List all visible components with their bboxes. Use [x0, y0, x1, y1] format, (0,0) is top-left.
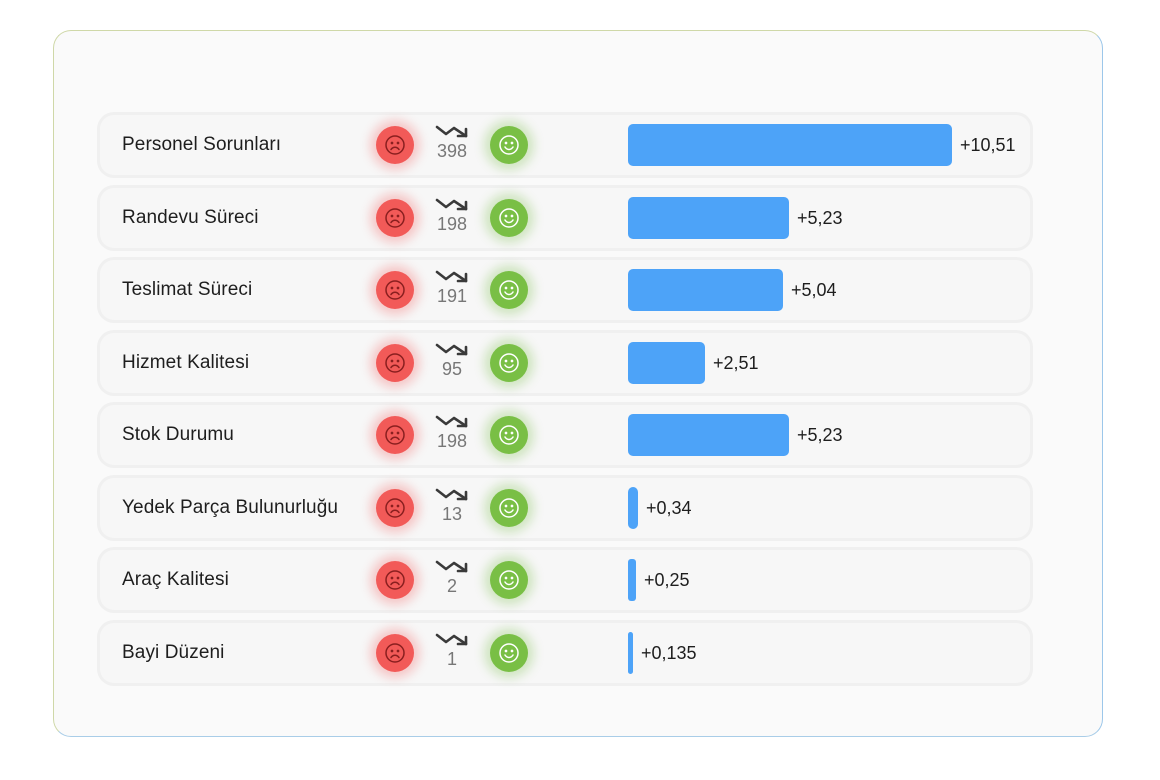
category-row: Hizmet Kalitesi 95 +2,51: [100, 332, 1030, 393]
sad-face-icon: [376, 561, 414, 599]
score-bar: [628, 486, 638, 529]
sad-face-icon: [376, 488, 414, 527]
sad-face-icon: [376, 343, 414, 382]
sad-face-icon: [376, 416, 414, 454]
score-value: +5,04: [791, 280, 837, 300]
happy-face-icon: [490, 198, 528, 237]
trend-block: 198: [432, 411, 472, 451]
score-bar: [628, 196, 789, 239]
happy-face-icon: [490, 343, 528, 382]
sad-face-icon: [376, 633, 414, 672]
score-bar: [628, 631, 633, 674]
mention-count: 191: [436, 286, 468, 306]
trend-block: 13: [432, 484, 472, 524]
category-row: Teslimat Süreci 191 +5,04: [100, 260, 1030, 320]
happy-face-icon: [490, 488, 528, 527]
mention-count: 95: [441, 358, 463, 379]
trend-block: 198: [432, 194, 472, 234]
trending-up-icon: [432, 556, 472, 574]
trending-up-icon: [432, 629, 472, 647]
score-value: +0,34: [646, 497, 692, 518]
sad-face-icon: [376, 271, 414, 309]
trend-block: 1: [432, 629, 472, 669]
happy-face-icon: [490, 271, 528, 309]
trending-up-icon: [432, 339, 472, 357]
category-label: Bayi Düzeni: [122, 641, 225, 663]
score-bar: [628, 124, 952, 166]
category-label: Randevu Süreci: [122, 206, 259, 228]
trending-up-icon: [432, 411, 472, 429]
category-row: Yedek Parça Bulunurluğu 13 +0,34: [100, 477, 1030, 538]
trending-up-icon: [432, 194, 472, 212]
category-label: Teslimat Süreci: [122, 279, 253, 300]
mention-count: 2: [446, 576, 457, 596]
mention-count: 1: [446, 648, 457, 669]
sad-face-icon: [376, 126, 414, 164]
score-value: +5,23: [797, 207, 843, 228]
trending-up-icon: [432, 266, 472, 284]
category-label: Yedek Parça Bulunurluğu: [122, 496, 339, 518]
category-label: Hizmet Kalitesi: [122, 351, 250, 373]
sad-face-icon: [376, 198, 414, 237]
category-row: Bayi Düzeni 1 +0,135: [100, 622, 1030, 683]
trending-up-icon: [432, 121, 472, 139]
category-row: Personel Sorunları 398 +10,51: [100, 115, 1030, 175]
mention-count: 198: [436, 431, 468, 451]
score-value: +10,51: [960, 135, 1016, 155]
trend-block: 191: [432, 266, 472, 306]
score-value: +5,23: [797, 425, 843, 445]
category-row: Araç Kalitesi 2 +0,25: [100, 550, 1030, 610]
score-value: +0,135: [641, 642, 697, 663]
category-label: Personel Sorunları: [122, 134, 282, 155]
score-bar: [628, 559, 636, 601]
category-label: Araç Kalitesi: [122, 569, 229, 590]
mention-count: 13: [441, 503, 463, 524]
score-value: +0,25: [644, 570, 690, 590]
trend-block: 95: [432, 339, 472, 379]
score-bar: [628, 341, 705, 384]
trend-block: 2: [432, 556, 472, 596]
mention-count: 398: [436, 141, 468, 161]
happy-face-icon: [490, 633, 528, 672]
happy-face-icon: [490, 126, 528, 164]
trending-up-icon: [432, 484, 472, 502]
mention-count: 198: [436, 213, 468, 234]
happy-face-icon: [490, 416, 528, 454]
category-list: Personel Sorunları 398 +10,51 Randevu Sürec…: [100, 115, 1030, 695]
category-row: Stok Durumu 198 +5,23: [100, 405, 1030, 465]
trend-block: 398: [432, 121, 472, 161]
category-label: Stok Durumu: [122, 424, 234, 445]
score-bar: [628, 414, 789, 456]
score-bar: [628, 269, 783, 311]
score-value: +2,51: [713, 352, 759, 373]
happy-face-icon: [490, 561, 528, 599]
category-row: Randevu Süreci 198 +5,23: [100, 187, 1030, 248]
